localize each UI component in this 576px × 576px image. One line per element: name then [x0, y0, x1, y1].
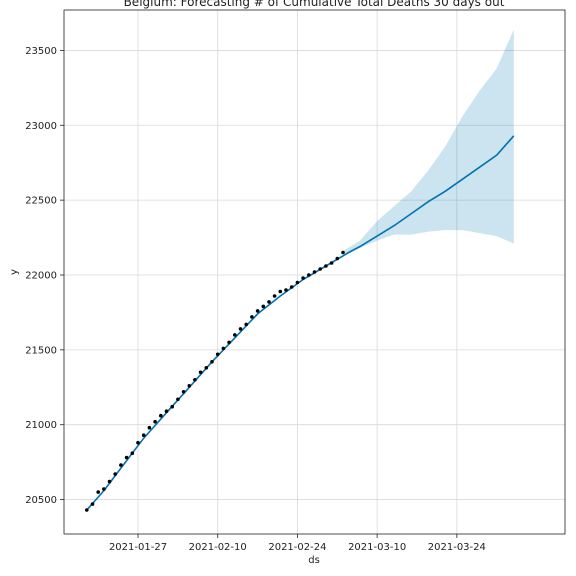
observed-point [136, 440, 140, 445]
observed-point [255, 309, 260, 313]
y-tick-label: 23000 [25, 121, 57, 132]
observed-points [85, 250, 345, 512]
y-axis-label: y [9, 269, 20, 275]
uncertainty-band [343, 29, 514, 254]
observed-point [312, 270, 317, 274]
observed-point [267, 300, 271, 304]
x-tick-label: 2021-03-24 [428, 542, 486, 553]
observed-point [284, 288, 288, 292]
observed-point [221, 346, 226, 351]
observed-point [164, 409, 169, 414]
observed-point [335, 256, 340, 261]
observed-point [159, 413, 163, 418]
observed-point [147, 425, 152, 430]
forecast-interval-area [343, 29, 514, 254]
observed-point [119, 463, 123, 467]
y-tick-label: 20500 [25, 495, 57, 506]
observed-point [238, 327, 243, 331]
observed-point [301, 276, 305, 280]
chart-title: Belgium: Forecasting # of Cumulative Tot… [124, 0, 505, 9]
observed-point [153, 419, 157, 424]
observed-point [278, 289, 283, 294]
observed-point [307, 273, 311, 277]
x-tick-label: 2021-03-10 [348, 542, 406, 553]
observed-point [130, 451, 135, 456]
observed-point [318, 267, 323, 271]
observed-point [272, 294, 277, 298]
observed-point [96, 490, 100, 494]
y-tick-label: 21000 [25, 420, 57, 431]
observed-point [233, 333, 237, 337]
y-tick-label: 21500 [25, 345, 57, 356]
x-axis-ticks: 2021-01-27 2021-02-10 2021-02-24 2021-03-10… [109, 534, 486, 553]
observed-point [187, 384, 192, 388]
x-tick-label: 2021-02-10 [189, 542, 247, 553]
observed-point [193, 378, 197, 382]
observed-point [261, 304, 266, 309]
observed-point [107, 479, 112, 484]
observed-point [250, 315, 254, 319]
observed-point [170, 404, 174, 409]
observed-point [227, 340, 231, 345]
observed-point [210, 360, 214, 364]
observed-point [329, 261, 334, 265]
observed-point [341, 250, 345, 255]
y-tick-label: 22500 [25, 196, 57, 207]
grid-lines [64, 10, 565, 534]
observed-point [181, 390, 186, 394]
y-axis-ticks: 20500 21000 21500 22000 22500 23000 23500 [25, 46, 64, 506]
x-tick-label: 2021-01-27 [109, 542, 167, 553]
observed-point [324, 264, 328, 268]
observed-point [204, 366, 209, 370]
observed-point [244, 322, 248, 327]
observed-point [289, 285, 294, 289]
observed-point [295, 280, 300, 285]
y-tick-label: 22000 [25, 270, 57, 281]
x-tick-label: 2021-02-24 [268, 542, 326, 553]
observed-point [176, 397, 180, 402]
observed-point [102, 487, 106, 491]
y-tick-label: 23500 [25, 46, 57, 57]
x-axis-label: ds [308, 555, 320, 566]
observed-point [90, 502, 95, 506]
observed-point [85, 508, 89, 512]
observed-point [198, 370, 203, 375]
observed-point [215, 352, 220, 357]
observed-point [124, 455, 129, 460]
plot-frame [63, 9, 566, 535]
observed-point [113, 472, 117, 476]
observed-point [141, 433, 146, 438]
